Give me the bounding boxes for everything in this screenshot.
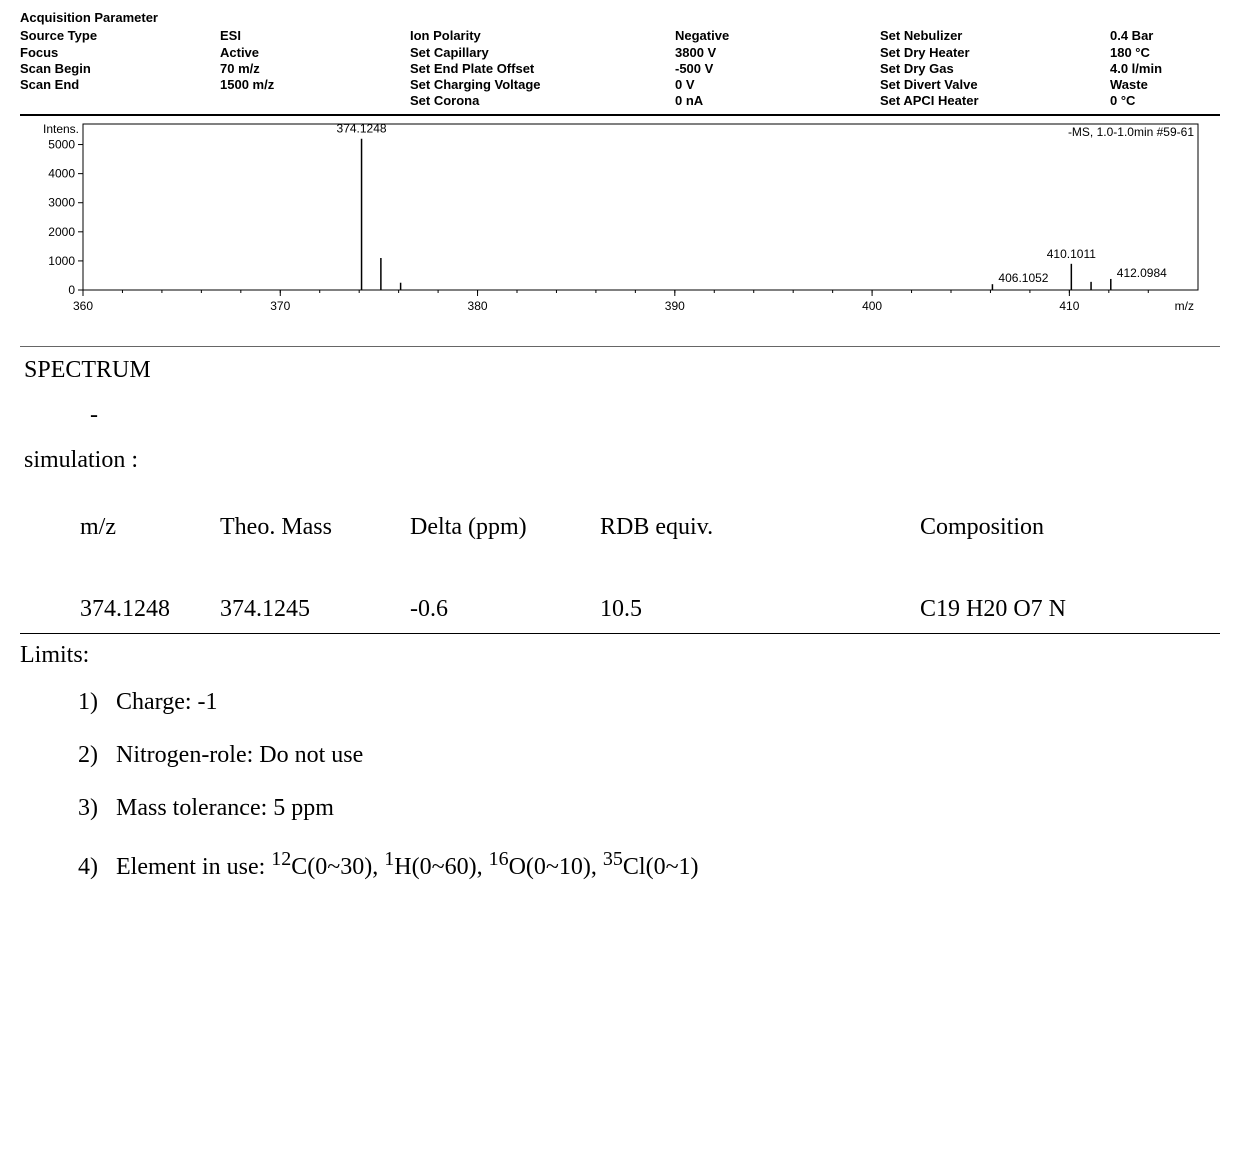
spectrum-label: SPECTRUM: [24, 357, 1220, 384]
svg-text:400: 400: [862, 299, 882, 313]
svg-text:390: 390: [665, 299, 685, 313]
svg-text:410: 410: [1059, 299, 1079, 313]
sim-cell: 10.5: [600, 596, 810, 633]
sim-cell: 374.1248: [20, 596, 200, 633]
acquisition-cell: 0 nA: [675, 93, 880, 109]
acquisition-cell: Negative: [675, 28, 880, 44]
acquisition-cell: Set Charging Voltage: [410, 77, 675, 93]
table-bottom-rule: [20, 633, 1220, 634]
svg-text:406.1052: 406.1052: [998, 271, 1048, 285]
acquisition-cell: Waste: [1110, 77, 1220, 93]
limits-item: Charge: -1: [110, 689, 1220, 742]
acquisition-cell: -500 V: [675, 61, 880, 77]
simulation-table: m/zTheo. MassDelta (ppm)RDB equiv.Compos…: [20, 514, 1220, 633]
acquisition-cell: Set APCI Heater: [880, 93, 1110, 109]
spectrum-chart-wrap: Intens. -MS, 1.0-1.0min #59-61 0 1000 2000 30…: [20, 114, 1220, 326]
acquisition-cell: Set End Plate Offset: [410, 61, 675, 77]
svg-text:412.0984: 412.0984: [1117, 265, 1167, 279]
acquisition-cell: Set Corona: [410, 93, 675, 109]
simulation-label: simulation :: [24, 447, 1220, 474]
svg-text:Intens.: Intens.: [43, 122, 79, 136]
limits-item: Mass tolerance: 5 ppm: [110, 795, 1220, 848]
limits-label: Limits:: [20, 642, 1220, 669]
limits-list: Charge: -1Nitrogen-role: Do not useMass …: [20, 689, 1220, 907]
acquisition-cell: [220, 93, 410, 109]
svg-text:370: 370: [270, 299, 290, 313]
sim-col-header: m/z: [20, 514, 200, 596]
acquisition-cell: Ion Polarity: [410, 28, 675, 44]
sim-cell: -0.6: [400, 596, 600, 633]
acquisition-cell: 3800 V: [675, 45, 880, 61]
acquisition-cell: 70 m/z: [220, 61, 410, 77]
svg-text:374.1248: 374.1248: [337, 121, 387, 135]
svg-text:2000: 2000: [48, 224, 75, 238]
svg-text:5000: 5000: [48, 137, 75, 151]
acquisition-cell: [20, 93, 220, 109]
acquisition-cell: 180 °C: [1110, 45, 1220, 61]
sim-row: 374.1248374.1245-0.610.5C19 H20 O7 N: [20, 596, 1220, 633]
sim-cell: 374.1245: [200, 596, 400, 633]
svg-text:-MS, 1.0-1.0min #59-61: -MS, 1.0-1.0min #59-61: [1068, 125, 1194, 139]
acquisition-cell: Source Type: [20, 28, 220, 44]
limits-item: Element in use: 12C(0~30), 1H(0~60), 16O…: [110, 848, 1220, 907]
divider: [20, 346, 1220, 347]
acquisition-cell: 0 °C: [1110, 93, 1220, 109]
svg-text:410.1011: 410.1011: [1047, 246, 1096, 260]
acquisition-parameter-block: Acquisition Parameter Source TypeESIIon …: [20, 10, 1220, 114]
sim-cell: C19 H20 O7 N: [810, 596, 1220, 633]
acquisition-cell: 0 V: [675, 77, 880, 93]
acquisition-cell: 1500 m/z: [220, 77, 410, 93]
acquisition-cell: Active: [220, 45, 410, 61]
svg-text:3000: 3000: [48, 195, 75, 209]
dash-mark: -: [90, 402, 1220, 429]
sim-col-header: RDB equiv.: [600, 514, 810, 596]
sim-col-header: Composition: [810, 514, 1220, 596]
svg-text:360: 360: [73, 299, 93, 313]
acquisition-cell: Set Nebulizer: [880, 28, 1110, 44]
limits-item: Nitrogen-role: Do not use: [110, 742, 1220, 795]
acquisition-cell: Set Dry Heater: [880, 45, 1110, 61]
acquisition-cell: Set Capillary: [410, 45, 675, 61]
acquisition-cell: 4.0 l/min: [1110, 61, 1220, 77]
mass-spectrum-chart: Intens. -MS, 1.0-1.0min #59-61 0 1000 2000 30…: [28, 120, 1208, 320]
acquisition-grid: Source TypeESIIon PolarityNegativeSet Ne…: [20, 28, 1220, 109]
acquisition-cell: Focus: [20, 45, 220, 61]
acquisition-title: Acquisition Parameter: [20, 10, 1220, 26]
sim-col-header: Theo. Mass: [200, 514, 400, 596]
svg-text:380: 380: [468, 299, 488, 313]
svg-text:0: 0: [68, 283, 75, 297]
svg-text:m/z: m/z: [1175, 299, 1194, 313]
sim-col-header: Delta (ppm): [400, 514, 600, 596]
acquisition-cell: Scan Begin: [20, 61, 220, 77]
acquisition-cell: Scan End: [20, 77, 220, 93]
svg-text:4000: 4000: [48, 166, 75, 180]
acquisition-cell: Set Divert Valve: [880, 77, 1110, 93]
acquisition-cell: ESI: [220, 28, 410, 44]
acquisition-cell: Set Dry Gas: [880, 61, 1110, 77]
svg-text:1000: 1000: [48, 253, 75, 267]
page-root: Acquisition Parameter Source TypeESIIon …: [0, 0, 1240, 937]
acquisition-cell: 0.4 Bar: [1110, 28, 1220, 44]
